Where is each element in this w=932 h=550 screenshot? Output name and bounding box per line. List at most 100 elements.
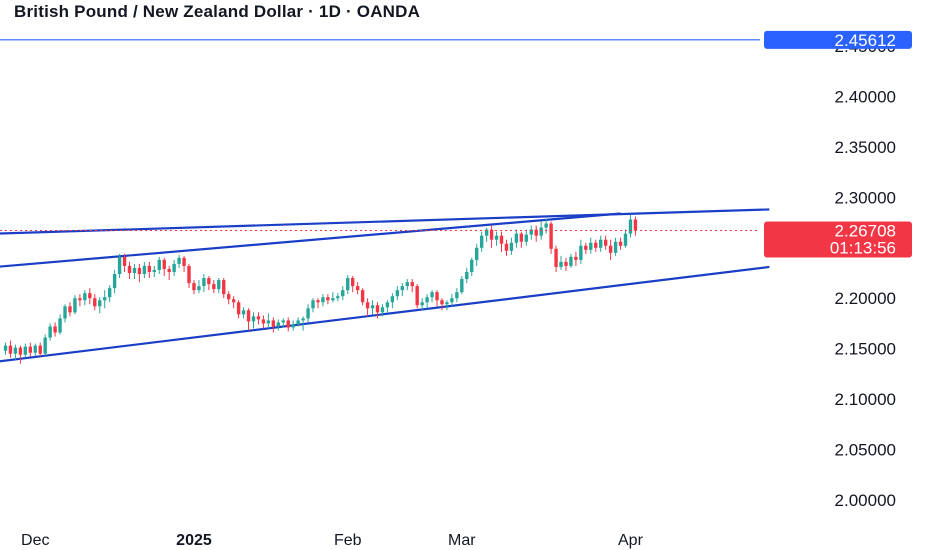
candle-body (137, 267, 142, 275)
price-tick-label: 2.20000 (835, 289, 896, 308)
candle (246, 308, 251, 331)
time-tick-label: Apr (618, 532, 644, 549)
candle-body (415, 286, 419, 306)
candle (450, 294, 454, 307)
candle (326, 294, 330, 305)
candle-body (256, 316, 261, 320)
candle (296, 317, 300, 327)
candle-body (489, 229, 494, 240)
candle-layer (3, 214, 638, 364)
candle-body (599, 239, 603, 248)
candle-body (147, 265, 152, 272)
candle-body (529, 229, 533, 235)
candle (484, 227, 489, 242)
current-price-badge (764, 221, 912, 258)
candle-body (8, 345, 13, 354)
candle-body (162, 259, 166, 269)
trendline-2[interactable] (0, 212, 621, 268)
candle (276, 319, 280, 331)
candle-body (504, 243, 509, 251)
alert-price-badge[interactable] (764, 30, 912, 49)
candle-body (261, 319, 266, 324)
candle-body (395, 290, 400, 297)
candle-body (28, 346, 32, 353)
candle (534, 225, 538, 242)
candle (370, 300, 375, 315)
candle-body (107, 288, 112, 298)
candle (256, 312, 261, 325)
price-tick-label: 2.40000 (835, 87, 896, 106)
candle (529, 225, 533, 240)
candle (603, 235, 608, 250)
candle (33, 343, 37, 356)
candle-body (360, 290, 365, 303)
candle (8, 340, 13, 358)
candle (182, 255, 186, 272)
candle (360, 288, 365, 306)
candle-body (276, 322, 280, 327)
candle-body (301, 318, 305, 321)
candle-body (271, 320, 276, 327)
candle-body (628, 219, 633, 234)
candle-body (584, 245, 588, 250)
candle-body (331, 298, 335, 301)
candle (400, 283, 404, 297)
candle-body (58, 318, 62, 333)
candle (390, 293, 395, 309)
candle-body (450, 298, 454, 303)
candle-body (579, 245, 583, 260)
candle-body (227, 294, 231, 300)
candle (445, 300, 449, 311)
candle-body (326, 297, 330, 301)
time-axis[interactable]: Dec 2025 Feb Mar Apr (21, 532, 644, 549)
candle (266, 313, 271, 329)
candle (251, 312, 256, 329)
candle (217, 278, 221, 294)
candle-body (608, 245, 613, 253)
candle-body (484, 229, 489, 236)
candle (83, 290, 87, 306)
candle-body (514, 233, 519, 243)
candle-body (43, 337, 47, 354)
candle (197, 280, 201, 294)
candle-body (167, 268, 171, 272)
candle (514, 229, 519, 248)
candle-body (202, 278, 206, 287)
candle (68, 302, 72, 317)
candle-body (13, 347, 18, 354)
candle (103, 290, 107, 309)
candle-body (251, 316, 256, 322)
candle-body (479, 235, 484, 248)
candle-body (321, 297, 325, 303)
candle (43, 334, 47, 356)
price-tick-label: 2.15000 (835, 340, 896, 359)
candle-body (83, 293, 87, 301)
price-axis[interactable]: 2.450002.400002.350002.300002.250002.200… (835, 37, 896, 510)
candle (509, 237, 514, 255)
candle (549, 221, 553, 254)
candle-body (236, 302, 241, 315)
candle-body (425, 297, 429, 303)
candle-body (534, 229, 538, 236)
candle (38, 342, 42, 357)
candle-body (589, 242, 593, 250)
candle (613, 237, 618, 256)
candle (311, 298, 315, 313)
candle-body (207, 278, 211, 285)
candle (231, 296, 236, 309)
trendline-1[interactable] (0, 208, 770, 235)
candle-body (311, 300, 315, 309)
candle (608, 239, 613, 260)
candle (618, 237, 623, 250)
candle-body (470, 259, 474, 272)
candle-body (177, 257, 181, 264)
candle-body (440, 300, 444, 305)
candle (569, 253, 573, 268)
candle-body (212, 284, 216, 290)
candle (465, 267, 469, 284)
candle (281, 318, 285, 328)
candle (291, 320, 295, 331)
candle-body (460, 279, 464, 293)
candle (554, 245, 558, 272)
